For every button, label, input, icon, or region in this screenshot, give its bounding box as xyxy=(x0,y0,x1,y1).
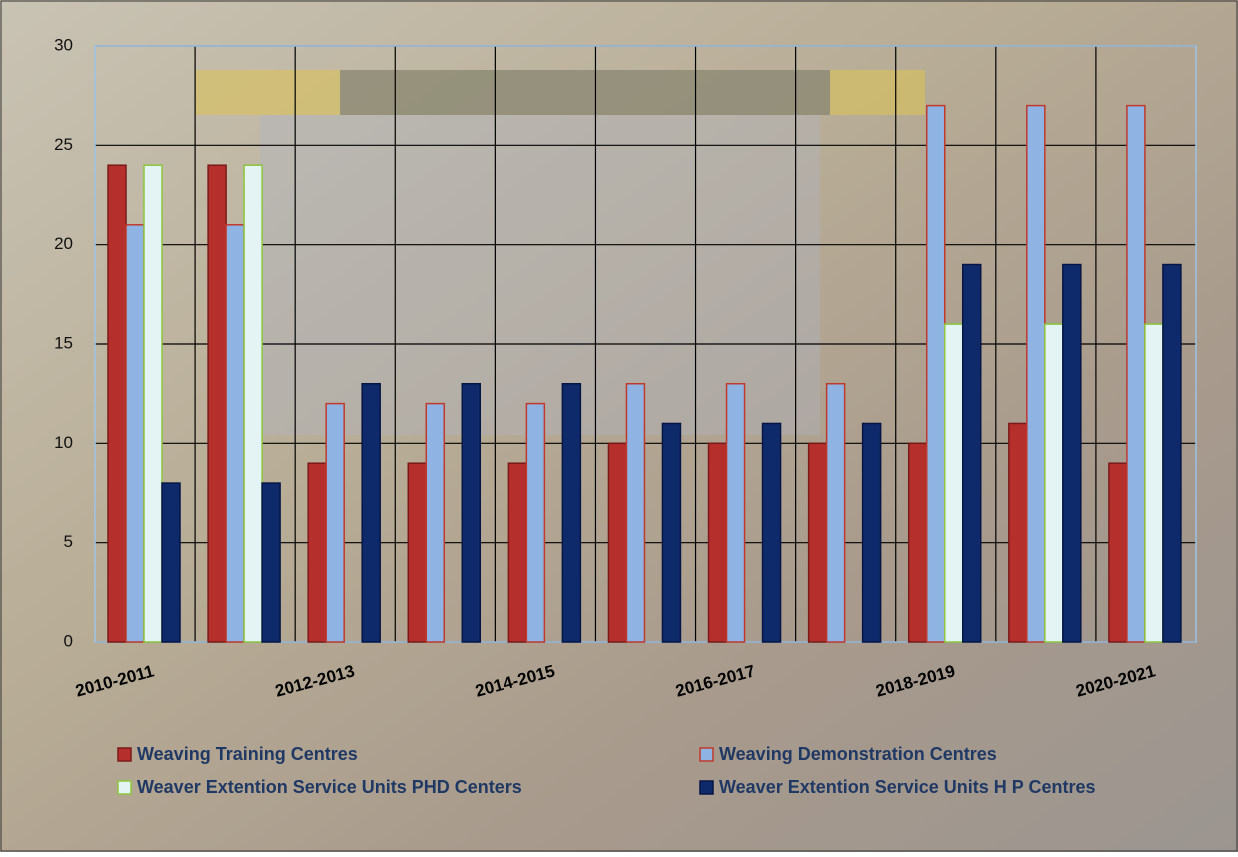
bar xyxy=(1144,323,1164,643)
bar xyxy=(561,382,582,643)
bar xyxy=(107,164,127,643)
bar xyxy=(407,462,428,643)
bar xyxy=(225,224,245,643)
y-tick-label: 30 xyxy=(54,35,73,54)
bar xyxy=(1062,263,1082,643)
bar xyxy=(1126,104,1146,643)
bar xyxy=(425,402,446,643)
plot-border xyxy=(94,45,1197,643)
bar xyxy=(143,164,163,643)
bar xyxy=(961,263,982,643)
bar xyxy=(1044,323,1064,643)
bar xyxy=(461,382,482,643)
bar xyxy=(707,442,728,643)
bar xyxy=(1026,104,1046,643)
bar xyxy=(207,164,227,643)
bar xyxy=(325,402,345,643)
bar xyxy=(607,442,628,643)
legend-label: Weaving Training Centres xyxy=(137,744,358,764)
bar xyxy=(1108,462,1128,643)
y-tick-label: 5 xyxy=(64,532,73,551)
bar xyxy=(1008,422,1028,643)
y-tick-label: 20 xyxy=(54,234,73,253)
y-tick-label: 15 xyxy=(54,333,73,352)
bar xyxy=(907,442,928,643)
bar xyxy=(725,382,746,643)
bar xyxy=(661,422,682,643)
bar xyxy=(261,482,281,643)
legend-label: Weaver Extention Service Units PHD Cente… xyxy=(137,777,522,797)
legend-swatch xyxy=(117,747,132,762)
y-tick-label: 0 xyxy=(64,631,73,650)
y-tick-label: 25 xyxy=(54,135,73,154)
bar xyxy=(525,402,546,643)
bar xyxy=(125,224,145,643)
bar xyxy=(943,323,964,643)
legend-label: Weaving Demonstration Centres xyxy=(719,744,997,764)
bar xyxy=(861,422,882,643)
bar xyxy=(243,164,263,643)
legend-swatch xyxy=(117,780,132,795)
bar xyxy=(825,382,846,643)
bar xyxy=(625,382,646,643)
warp-threads xyxy=(260,115,820,435)
legend-label: Weaver Extention Service Units H P Centr… xyxy=(719,777,1095,797)
bar xyxy=(307,462,327,643)
legend-swatch xyxy=(699,780,714,795)
bar xyxy=(1162,263,1182,643)
bar xyxy=(161,482,181,643)
y-tick-label: 10 xyxy=(54,433,73,452)
legend-swatch xyxy=(699,747,714,762)
bar xyxy=(361,382,381,643)
bar xyxy=(807,442,828,643)
bar xyxy=(925,104,946,643)
bar xyxy=(761,422,782,643)
loom-beam xyxy=(340,70,830,115)
bar xyxy=(507,462,528,643)
